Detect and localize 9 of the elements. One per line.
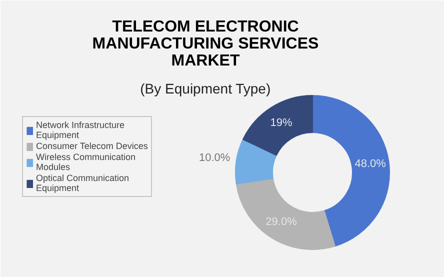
legend-label: Optical Communication Equipment (36, 173, 130, 193)
data-label: 19% (270, 117, 292, 130)
chart-subtitle: (By Equipment Type) (140, 80, 271, 96)
data-label: 48.0% (354, 158, 386, 170)
chart-title: TELECOM ELECTRONIC MANUFACTURING SERVICES MARKET (92, 18, 320, 70)
data-label: 10.0% (198, 152, 230, 164)
legend-label: Network Infrastructure Equipment (36, 120, 125, 140)
legend-label: Consumer Telecom Devices (36, 141, 148, 151)
legend-label: Wireless Communication Modules (36, 152, 136, 172)
